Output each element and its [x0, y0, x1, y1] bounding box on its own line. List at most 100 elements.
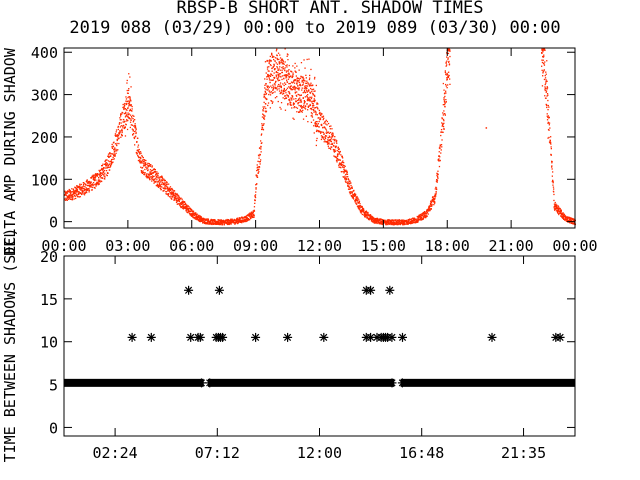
data-point: [252, 212, 254, 214]
data-point: [404, 223, 406, 225]
data-point: [351, 194, 354, 196]
data-point: [192, 216, 194, 219]
data-point: [242, 217, 244, 219]
data-point: [266, 85, 268, 87]
data-point: [131, 124, 133, 126]
data-point: [340, 163, 342, 165]
data-point: [87, 188, 89, 190]
data-point: [126, 115, 129, 117]
data-point: [264, 115, 266, 117]
data-point: [163, 178, 165, 180]
data-point: [176, 200, 178, 203]
data-point: [546, 86, 548, 88]
data-point: [231, 221, 233, 224]
data-point: [543, 48, 546, 50]
data-point: [283, 332, 293, 342]
data-point: [417, 217, 419, 219]
data-point: [307, 109, 309, 111]
data-point: [138, 151, 140, 154]
top-plot-frame: [63, 47, 576, 229]
data-point: [323, 133, 325, 135]
data-point: [131, 117, 133, 119]
data-point: [280, 92, 282, 94]
data-point: [306, 80, 308, 82]
data-point: [78, 193, 80, 195]
data-point: [569, 222, 571, 224]
data-point: [359, 207, 361, 209]
data-point: [298, 98, 300, 100]
data-point: [73, 198, 75, 200]
data-point: [219, 223, 221, 225]
data-point: [341, 163, 343, 166]
data-point: [177, 203, 179, 205]
data-point: [292, 103, 295, 106]
data-point: [567, 219, 569, 221]
data-point: [154, 178, 156, 180]
data-point: [245, 219, 247, 221]
data-point: [230, 218, 232, 220]
data-point: [144, 159, 146, 161]
data-point: [345, 178, 348, 181]
data-point: [113, 150, 116, 153]
data-point: [444, 106, 446, 108]
data-point: [275, 50, 278, 52]
data-point: [291, 76, 293, 78]
data-point: [365, 216, 367, 218]
data-point: [129, 99, 132, 101]
chart-title: RBSP-B SHORT ANT. SHADOW TIMES: [176, 0, 483, 18]
data-point: [199, 220, 201, 223]
data-point: [308, 78, 311, 81]
data-point: [272, 92, 274, 94]
data-point: [445, 90, 447, 92]
data-point: [337, 159, 339, 161]
data-point: [144, 174, 146, 176]
data-point: [131, 105, 133, 108]
data-point: [352, 190, 354, 192]
data-point: [100, 177, 102, 179]
data-point: [287, 78, 290, 80]
data-point: [317, 108, 319, 110]
data-point: [348, 185, 350, 187]
data-point: [97, 181, 99, 183]
data-point: [291, 95, 294, 97]
data-point: [228, 219, 230, 222]
data-point: [564, 215, 567, 217]
data-point: [560, 211, 562, 213]
data-point: [446, 72, 448, 74]
data-point: [134, 123, 136, 125]
data-point: [412, 220, 414, 222]
data-point: [164, 182, 167, 184]
data-point: [158, 185, 160, 187]
data-point: [432, 198, 435, 201]
data-point: [425, 217, 427, 219]
data-point: [273, 77, 276, 79]
data-point: [307, 105, 309, 107]
data-point: [106, 164, 108, 166]
data-point: [338, 153, 340, 155]
data-point: [388, 221, 390, 223]
data-point: [371, 218, 374, 220]
data-point: [189, 210, 191, 212]
data-point: [86, 181, 88, 183]
data-point: [353, 198, 355, 200]
data-point: [300, 62, 303, 64]
data-point: [290, 104, 292, 106]
data-point: [550, 143, 552, 145]
data-point: [107, 166, 109, 168]
data-point: [258, 166, 261, 168]
data-point: [437, 176, 439, 178]
data-point: [276, 87, 278, 89]
data-point: [325, 123, 327, 125]
data-point: [294, 62, 296, 65]
data-point: [250, 213, 253, 216]
data-point: [426, 212, 429, 214]
data-point: [243, 217, 245, 219]
data-point: [163, 189, 165, 192]
data-point: [169, 188, 171, 190]
data-point: [149, 169, 152, 171]
data-point: [285, 89, 288, 91]
data-point: [147, 167, 149, 169]
data-point: [306, 87, 308, 90]
data-point: [113, 149, 115, 151]
data-point: [82, 190, 84, 192]
